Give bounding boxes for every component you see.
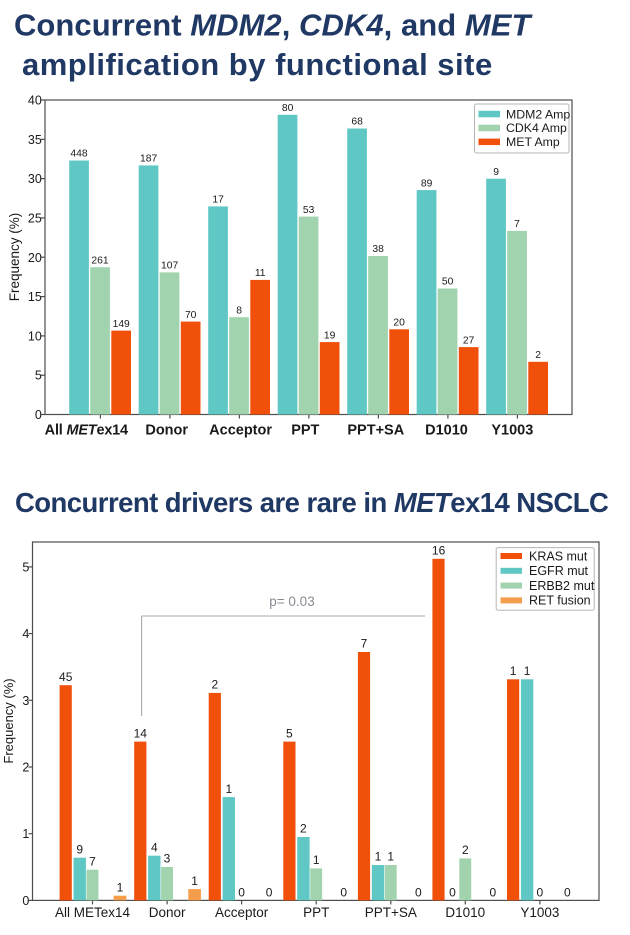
svg-text:RET fusion: RET fusion [529, 594, 591, 608]
svg-text:45: 45 [59, 670, 73, 684]
svg-text:2: 2 [22, 761, 29, 775]
svg-text:MDM2 Amp: MDM2 Amp [506, 107, 570, 121]
svg-text:1: 1 [375, 850, 382, 864]
svg-text:8: 8 [236, 305, 242, 316]
svg-text:7: 7 [514, 219, 520, 230]
svg-text:Acceptor: Acceptor [215, 905, 269, 920]
svg-text:5: 5 [286, 726, 293, 740]
svg-text:0: 0 [537, 886, 544, 900]
svg-text:Frequency (%): Frequency (%) [7, 213, 22, 302]
svg-text:1: 1 [22, 827, 29, 841]
svg-text:15: 15 [28, 290, 42, 304]
svg-text:10: 10 [28, 329, 42, 343]
svg-text:11: 11 [255, 268, 266, 279]
svg-text:ERBB2 mut: ERBB2 mut [529, 579, 595, 593]
svg-text:amplification by functional si: amplification by functional site [22, 47, 493, 82]
svg-text:0: 0 [238, 886, 245, 900]
svg-text:0: 0 [266, 886, 273, 900]
svg-text:149: 149 [113, 319, 130, 330]
svg-text:5: 5 [22, 560, 29, 574]
svg-text:Y1003: Y1003 [520, 905, 559, 920]
svg-text:Donor: Donor [149, 905, 186, 920]
svg-text:Frequency (%): Frequency (%) [1, 678, 16, 763]
svg-text:50: 50 [442, 277, 454, 288]
svg-text:CDK4 Amp: CDK4 Amp [506, 121, 567, 135]
svg-text:448: 448 [70, 149, 87, 160]
svg-text:MET Amp: MET Amp [506, 135, 560, 149]
svg-text:19: 19 [324, 330, 336, 341]
svg-text:EGFR mut: EGFR mut [529, 564, 589, 578]
svg-text:D1010: D1010 [425, 423, 468, 439]
svg-text:35: 35 [28, 133, 42, 147]
svg-text:0: 0 [35, 408, 42, 422]
svg-text:Y1003: Y1003 [491, 423, 533, 439]
svg-text:17: 17 [212, 195, 224, 206]
svg-text:Acceptor: Acceptor [209, 423, 272, 439]
svg-text:4: 4 [151, 840, 158, 854]
svg-text:2: 2 [535, 350, 541, 361]
svg-text:0: 0 [564, 886, 571, 900]
svg-text:80: 80 [282, 103, 294, 114]
svg-text:Donor: Donor [145, 423, 188, 439]
svg-text:5: 5 [35, 369, 42, 383]
svg-text:25: 25 [28, 211, 42, 225]
svg-text:30: 30 [28, 172, 42, 186]
svg-text:7: 7 [89, 854, 96, 868]
svg-text:4: 4 [22, 627, 29, 641]
svg-text:1: 1 [510, 664, 517, 678]
svg-text:14: 14 [134, 726, 148, 740]
svg-text:261: 261 [91, 255, 108, 266]
svg-text:3: 3 [164, 852, 171, 866]
svg-text:KRAS mut: KRAS mut [529, 549, 588, 563]
svg-text:3: 3 [22, 694, 29, 708]
svg-text:1: 1 [387, 850, 394, 864]
svg-text:9: 9 [76, 842, 83, 856]
svg-text:0: 0 [340, 886, 347, 900]
svg-text:107: 107 [161, 261, 178, 272]
svg-text:1: 1 [225, 782, 232, 796]
svg-text:Concurrent MDM2, CDK4, and MET: Concurrent MDM2, CDK4, and MET [14, 8, 534, 43]
svg-text:0: 0 [449, 886, 456, 900]
svg-text:PPT+SA: PPT+SA [365, 905, 417, 920]
svg-text:All METex14: All METex14 [55, 905, 131, 920]
svg-text:2: 2 [462, 843, 469, 857]
svg-text:PPT: PPT [291, 423, 319, 439]
svg-text:89: 89 [421, 178, 433, 189]
svg-text:27: 27 [463, 335, 475, 346]
svg-text:16: 16 [432, 544, 446, 558]
svg-text:20: 20 [393, 318, 405, 329]
svg-text:All METex14: All METex14 [45, 423, 128, 439]
svg-text:Concurrent drivers are rare in: Concurrent drivers are rare in METex14 N… [15, 487, 609, 518]
svg-text:PPT+SA: PPT+SA [347, 423, 404, 439]
svg-text:38: 38 [372, 244, 384, 255]
svg-text:2: 2 [211, 678, 218, 692]
svg-text:p= 0.03: p= 0.03 [269, 594, 314, 609]
svg-text:1: 1 [191, 874, 198, 888]
svg-text:53: 53 [303, 205, 315, 216]
svg-text:40: 40 [28, 94, 42, 108]
svg-text:187: 187 [140, 154, 157, 165]
svg-text:70: 70 [185, 310, 197, 321]
svg-text:68: 68 [351, 117, 363, 128]
svg-text:0: 0 [489, 886, 496, 900]
svg-text:PPT: PPT [303, 905, 329, 920]
svg-text:D1010: D1010 [445, 905, 485, 920]
svg-text:7: 7 [361, 637, 368, 651]
svg-text:2: 2 [300, 822, 307, 836]
svg-text:9: 9 [493, 167, 499, 178]
svg-text:1: 1 [524, 664, 531, 678]
svg-text:1: 1 [313, 853, 320, 867]
svg-text:20: 20 [28, 251, 42, 265]
svg-text:0: 0 [22, 894, 29, 908]
svg-text:0: 0 [415, 886, 422, 900]
svg-text:1: 1 [117, 880, 124, 894]
